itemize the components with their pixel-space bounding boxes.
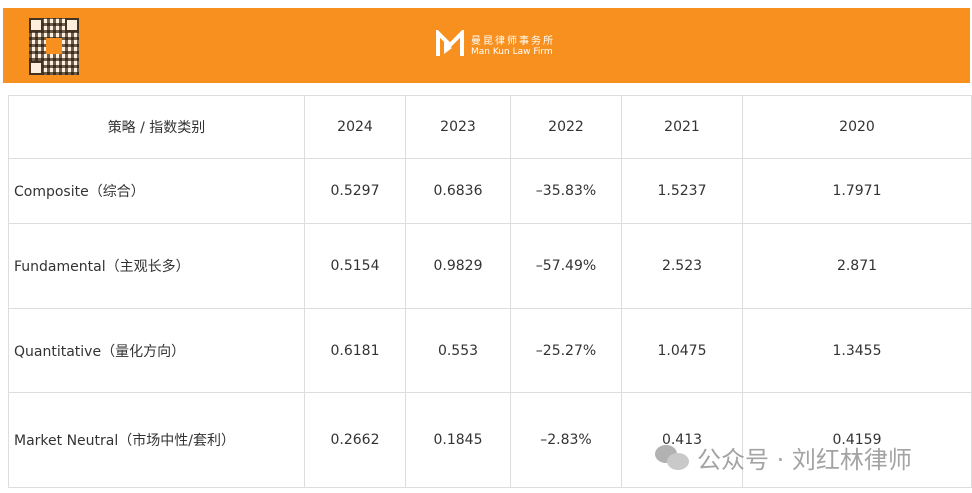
cell: 0.5297 <box>304 158 406 224</box>
cell: Composite（综合） <box>8 158 305 224</box>
cell: 0.6181 <box>304 308 406 393</box>
watermark: 公众号 · 刘红林律师 <box>655 440 912 475</box>
firm-logo: 曼昆律师事务所 Man Kun Law Firm <box>435 30 555 58</box>
cell: 2.523 <box>621 223 743 309</box>
m-logo-icon <box>436 30 464 56</box>
cell: Fundamental（主观长多） <box>8 223 305 309</box>
header-cell: 2023 <box>405 95 511 159</box>
wechat-icon <box>655 444 691 471</box>
cell: 1.0475 <box>621 308 743 393</box>
table-row: Composite（综合） 0.5297 0.6836 –35.83% 1.52… <box>8 158 972 224</box>
cell: 1.7971 <box>742 158 972 224</box>
header-cell: 策略 / 指数类别 <box>8 95 305 159</box>
cell: 0.1845 <box>405 392 511 488</box>
cell: 0.6836 <box>405 158 511 224</box>
table-row: Quantitative（量化方向） 0.6181 0.553 –25.27% … <box>8 308 972 393</box>
table-header-row: 策略 / 指数类别 2024 2023 2022 2021 2020 <box>8 95 972 159</box>
header-cell: 2024 <box>304 95 406 159</box>
qr-code <box>29 18 79 75</box>
cell: 0.2662 <box>304 392 406 488</box>
cell: 0.4159 <box>742 392 972 488</box>
cell: Market Neutral（市场中性/套利） <box>8 392 305 488</box>
header-cell: 2020 <box>742 95 972 159</box>
table-row: Market Neutral（市场中性/套利） 0.2662 0.1845 –2… <box>8 392 972 488</box>
cell: 2.871 <box>742 223 972 309</box>
cell: 0.553 <box>405 308 511 393</box>
cell: 0.9829 <box>405 223 511 309</box>
logo-cn: 曼昆律师事务所 <box>471 35 555 47</box>
logo-en: Man Kun Law Firm <box>471 46 553 57</box>
header-cell: 2021 <box>621 95 743 159</box>
strategy-table: 策略 / 指数类别 2024 2023 2022 2021 2020 Compo… <box>8 95 972 488</box>
cell: Quantitative（量化方向） <box>8 308 305 393</box>
header-cell: 2022 <box>510 95 622 159</box>
header-banner: 曼昆律师事务所 Man Kun Law Firm <box>3 8 970 83</box>
cell: –57.49% <box>510 223 622 309</box>
cell: 1.5237 <box>621 158 743 224</box>
cell: 0.5154 <box>304 223 406 309</box>
cell: –25.27% <box>510 308 622 393</box>
cell: –2.83% <box>510 392 622 488</box>
table-row: Fundamental（主观长多） 0.5154 0.9829 –57.49% … <box>8 223 972 309</box>
watermark-text: 公众号 · 刘红林律师 <box>697 446 912 474</box>
cell: 1.3455 <box>742 308 972 393</box>
cell: –35.83% <box>510 158 622 224</box>
